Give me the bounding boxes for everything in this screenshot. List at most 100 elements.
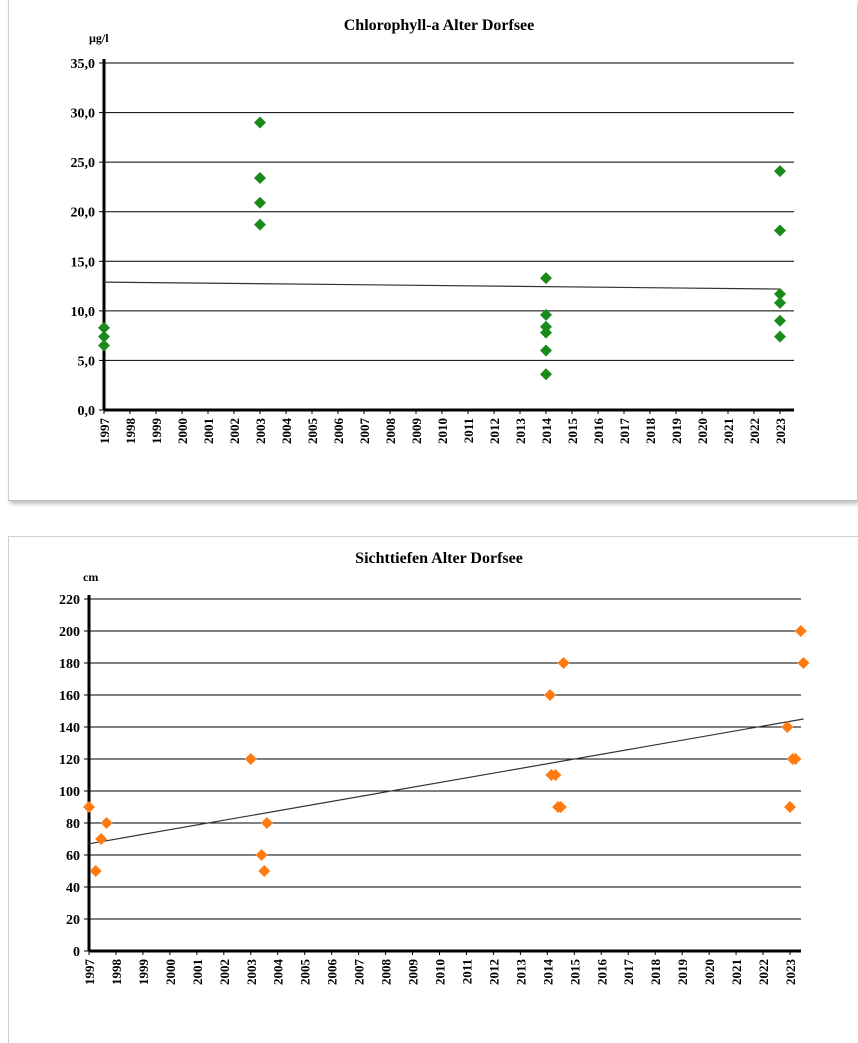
data-point xyxy=(540,344,552,357)
data-point xyxy=(554,801,567,813)
x-tick-label: 1998 xyxy=(123,418,138,445)
data-point xyxy=(774,314,786,327)
data-point xyxy=(244,753,257,765)
data-point xyxy=(260,817,273,829)
x-tick-label: 2004 xyxy=(271,959,286,986)
chlorophyll-chart: Chlorophyll-a Alter Dorfsee µg/l 0,0 5,0 10,… xyxy=(71,17,794,445)
x-tick-label: 2014 xyxy=(539,418,554,445)
data-point xyxy=(254,218,266,231)
x-tick-label: 2019 xyxy=(669,418,684,445)
y-tick-label: 5,0 xyxy=(78,354,96,369)
x-tick-label: 2001 xyxy=(201,418,216,444)
x-tick-label: 2008 xyxy=(383,418,398,445)
data-point xyxy=(100,817,113,829)
x-tick-label: 2023 xyxy=(773,418,788,445)
x-tick-label: 2010 xyxy=(433,959,448,985)
x-tick-label: 2008 xyxy=(379,959,394,986)
data-point xyxy=(794,625,807,637)
x-tick-label: 2006 xyxy=(331,418,346,445)
y-tick-label: 20,0 xyxy=(71,206,96,221)
x-tick-label: 2017 xyxy=(617,418,632,445)
x-tick-label: 2019 xyxy=(675,959,690,986)
data-point xyxy=(774,330,786,343)
trendline xyxy=(88,718,804,845)
x-tick-label: 2009 xyxy=(409,418,424,445)
data-point xyxy=(98,339,110,352)
y-tick-label: 140 xyxy=(59,721,80,736)
sichttiefen-chart: Sichttiefen Alter Dorfsee cm 0 20 40 60 80 100 1… xyxy=(59,550,810,986)
x-tick-label: 2016 xyxy=(594,959,609,986)
data-point xyxy=(255,849,268,861)
y-tick-label: 100 xyxy=(59,785,80,800)
x-tick-label: 2014 xyxy=(540,959,555,986)
x-tick-label: 2005 xyxy=(305,418,320,445)
x-tick-label: 2011 xyxy=(459,959,474,984)
data-point xyxy=(789,753,802,765)
y-tick-label: 160 xyxy=(59,689,80,704)
x-tick-label: 2013 xyxy=(513,418,528,445)
data-point xyxy=(774,224,786,237)
data-point xyxy=(98,330,110,343)
x-tick-label: 2020 xyxy=(702,959,717,985)
y-tick-label: 20 xyxy=(66,913,80,928)
x-tick-label: 1999 xyxy=(149,418,164,445)
data-point xyxy=(540,368,552,381)
data-point xyxy=(557,657,570,669)
x-tick-label: 1997 xyxy=(82,959,97,986)
data-point xyxy=(540,326,552,339)
y-tick-label: 60 xyxy=(66,849,80,864)
data-point xyxy=(540,308,552,321)
x-tick-label: 2022 xyxy=(747,418,762,444)
data-point xyxy=(98,321,110,334)
data-point xyxy=(540,272,552,285)
x-tick-label: 2000 xyxy=(163,959,178,985)
data-point xyxy=(258,865,271,877)
x-tick-label: 2011 xyxy=(461,418,476,443)
x-tick-label: 2012 xyxy=(487,418,502,444)
x-tick-label: 2022 xyxy=(756,959,771,985)
x-tick-label: 2013 xyxy=(513,959,528,986)
x-tick-label: 2001 xyxy=(190,959,205,985)
x-tick-label: 2006 xyxy=(325,959,340,986)
y-tick-label: 25,0 xyxy=(71,156,96,171)
x-tick-label: 2004 xyxy=(279,418,294,445)
y-tick-label: 0,0 xyxy=(78,404,96,419)
x-tick-label: 2003 xyxy=(244,959,259,986)
data-point xyxy=(254,116,266,129)
data-point xyxy=(83,801,95,813)
data-point xyxy=(254,196,266,209)
data-point xyxy=(784,801,796,813)
x-tick-label: 2002 xyxy=(227,418,242,444)
data-point xyxy=(254,172,266,185)
x-tick-label: 1997 xyxy=(97,418,112,445)
x-tick-label: 2007 xyxy=(357,418,372,445)
y-tick-label: 30,0 xyxy=(71,107,96,122)
data-point xyxy=(89,865,102,877)
x-tick-label: 2023 xyxy=(783,959,798,986)
x-tick-label: 2010 xyxy=(435,418,450,444)
x-tick-label: 2017 xyxy=(621,959,636,986)
x-tick-label: 2002 xyxy=(217,959,232,985)
x-tick-label: 1999 xyxy=(136,959,151,986)
trendline xyxy=(103,281,781,290)
y-tick-label: 10,0 xyxy=(71,305,96,320)
y-tick-label: 220 xyxy=(59,593,80,608)
x-tick-label: 2003 xyxy=(253,418,268,445)
sichttiefen-chart-panel: Sichttiefen Alter Dorfsee cm 0 20 40 60 80 100 1… xyxy=(8,536,858,1043)
y-unit-label: µg/l xyxy=(89,31,109,45)
data-point xyxy=(781,721,794,733)
chart-title: Sichttiefen Alter Dorfsee xyxy=(355,550,523,567)
chart-title: Chlorophyll-a Alter Dorfsee xyxy=(344,17,535,34)
x-tick-label: 2015 xyxy=(565,418,580,445)
x-tick-label: 2020 xyxy=(695,418,710,444)
data-point xyxy=(774,296,786,309)
x-tick-label: 2016 xyxy=(591,418,606,445)
x-tick-label: 2000 xyxy=(175,418,190,444)
y-tick-label: 15,0 xyxy=(71,255,96,270)
y-tick-label: 180 xyxy=(59,657,80,672)
x-tick-label: 2012 xyxy=(486,959,501,985)
data-point xyxy=(95,833,108,845)
x-tick-label: 2018 xyxy=(648,959,663,986)
data-point xyxy=(544,689,557,701)
y-tick-label: 200 xyxy=(59,625,80,640)
